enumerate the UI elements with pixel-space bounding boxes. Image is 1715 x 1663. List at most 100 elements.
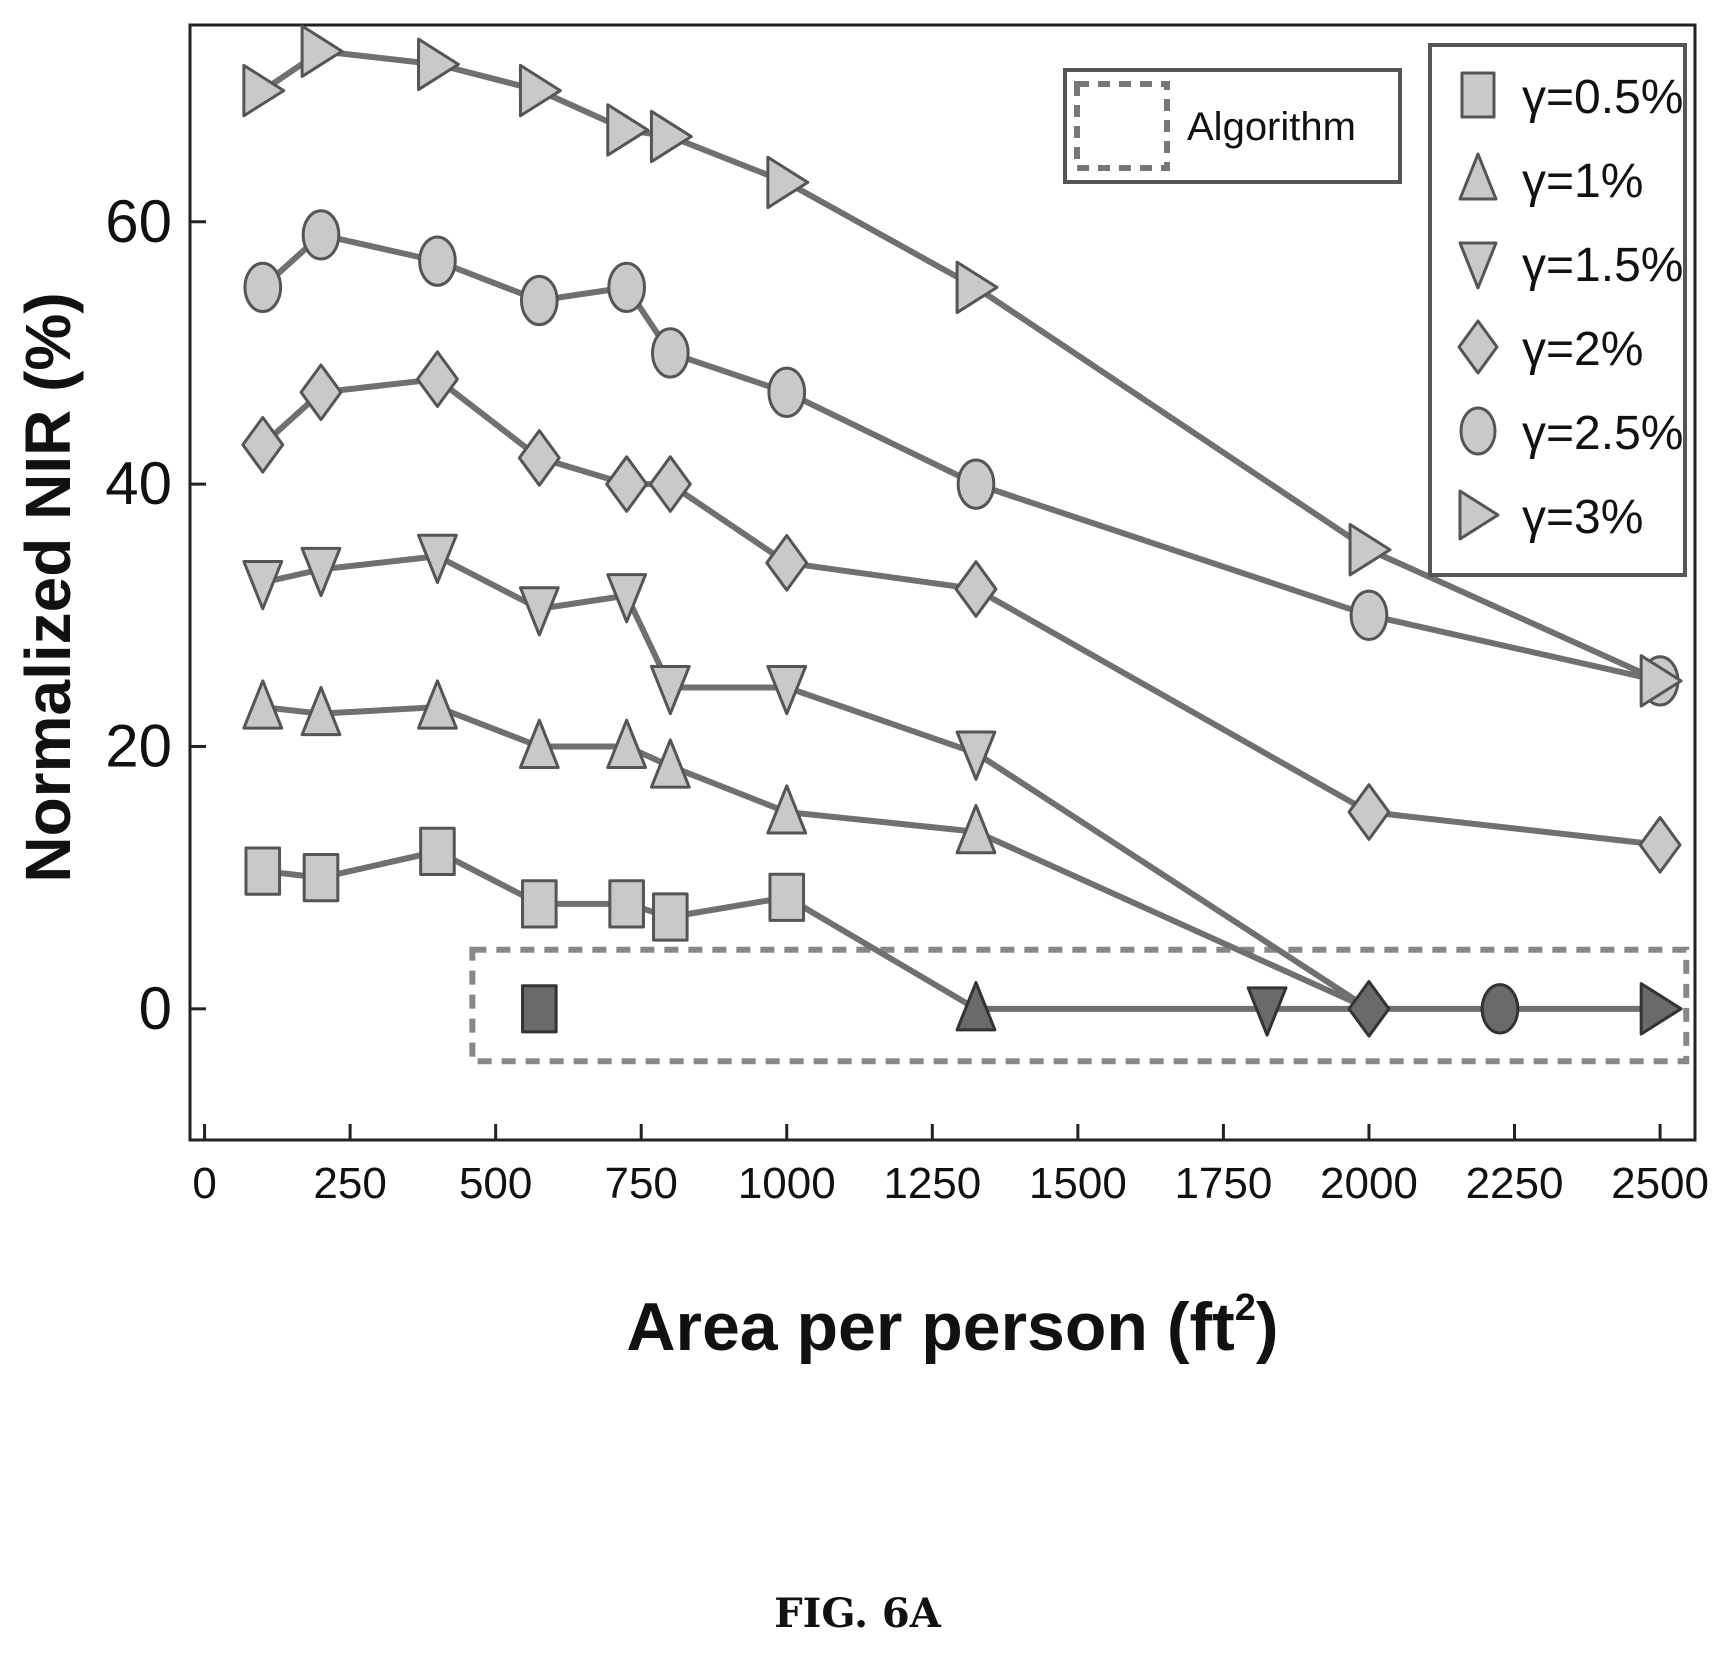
series-markers <box>241 24 1683 1038</box>
series-5-point-1 <box>300 24 344 78</box>
y-tick-label-1: 20 <box>105 712 172 779</box>
plot-border <box>188 23 1697 1142</box>
x-tick-label-1: 250 <box>313 1159 386 1208</box>
series-2-point-5 <box>649 664 691 716</box>
series-5-point-5 <box>649 109 693 164</box>
x-tick-label-0: 0 <box>192 1159 216 1208</box>
x-tick-label-6: 1500 <box>1029 1159 1127 1208</box>
x-tick-label-9: 2250 <box>1466 1159 1564 1208</box>
x-tick-label-7: 1750 <box>1174 1159 1272 1208</box>
x-tick-label-10: 2500 <box>1611 1159 1709 1208</box>
legend-label-4: γ=2.5% <box>1522 407 1683 460</box>
series-4-point-3 <box>519 274 559 327</box>
legend: Algorithm γ=0.5% γ=1% γ=1.5% γ=2% γ=2.5% γ=3% <box>1063 43 1687 577</box>
y-tick-label-2: 40 <box>105 450 172 517</box>
series-4-point-2 <box>418 235 457 287</box>
series-1-point-6 <box>766 784 808 835</box>
legend-marker-5 <box>1458 489 1500 541</box>
series-2-point-2 <box>417 533 458 585</box>
series-lines <box>260 48 1662 1012</box>
series-2-point-4 <box>606 573 648 624</box>
y-tick-label-3: 60 <box>105 188 172 255</box>
series-3-point-2 <box>415 350 459 408</box>
series-1-point-1 <box>300 685 342 737</box>
series-1-point-4 <box>606 718 648 769</box>
algorithm-point-4 <box>1480 983 1520 1035</box>
algorithm-point-0 <box>521 984 558 1034</box>
series-4-point-6 <box>767 366 807 418</box>
series-5-point-3 <box>518 63 562 118</box>
series-4-point-5 <box>650 327 690 379</box>
series-2-point-3 <box>518 586 560 637</box>
series-5-point-8 <box>1348 523 1392 577</box>
series-line-3 <box>260 376 1661 848</box>
x-tick-label-8: 2000 <box>1320 1159 1418 1208</box>
x-tick-label-2: 500 <box>459 1159 532 1208</box>
plot-frame <box>188 23 1697 1142</box>
series-3-point-1 <box>299 363 343 422</box>
series-line-2 <box>262 553 1371 1012</box>
y-axis-label: Normalized NIR (%) <box>12 292 84 882</box>
series-0-point-1 <box>302 853 340 903</box>
algorithm-region <box>469 946 1690 1065</box>
series-4-point-8 <box>1349 589 1389 641</box>
axes: 0 250 500 750 1000 1250 1500 1750 2000 2250 2500 0 2… <box>12 188 1709 1365</box>
legend-label-2: γ=1.5% <box>1522 239 1683 292</box>
series-5-point-9 <box>1639 654 1683 708</box>
series-1-point-3 <box>518 718 560 769</box>
series-line-5 <box>261 48 1662 684</box>
series-3-point-0 <box>241 415 285 474</box>
algorithm-box <box>469 946 1690 1065</box>
legend-label-5: γ=3% <box>1522 491 1643 544</box>
series-2-point-0 <box>242 560 284 611</box>
series-5-point-2 <box>417 37 460 92</box>
series-3-point-9 <box>1638 816 1682 874</box>
x-tick-label-3: 750 <box>604 1159 677 1208</box>
series-1-point-2 <box>417 679 458 730</box>
figure-caption: FIG. 6A <box>774 1590 941 1637</box>
series-5-point-7 <box>955 260 999 315</box>
series-0-point-0 <box>244 846 282 896</box>
legend-marker-0 <box>1460 71 1496 119</box>
series-0-point-4 <box>608 879 645 929</box>
legend-marker-4 <box>1459 406 1497 456</box>
algorithm-legend-box <box>1063 68 1402 184</box>
algorithm-point-2 <box>1246 986 1288 1037</box>
legend-label-1: γ=1% <box>1522 155 1643 208</box>
algorithm-point-3 <box>1347 980 1391 1038</box>
y-tick-label-0: 0 <box>139 975 172 1042</box>
legend-marker-3 <box>1457 319 1499 375</box>
series-3-point-4 <box>605 455 649 513</box>
series-3-point-8 <box>1347 783 1391 841</box>
series-0-point-3 <box>521 879 558 929</box>
series-3-point-7 <box>954 560 998 618</box>
series-5-point-6 <box>766 155 810 210</box>
legend-label-0: γ=0.5% <box>1522 71 1683 124</box>
series-0-point-6 <box>768 872 806 922</box>
series-4-point-0 <box>243 261 283 314</box>
algorithm-point-5 <box>1639 982 1683 1036</box>
series-1-point-5 <box>649 738 691 789</box>
legend-marker-1 <box>1458 152 1498 201</box>
series-0-point-5 <box>652 892 689 942</box>
series-line-0 <box>262 848 978 1012</box>
algorithm-legend-label: Algorithm <box>1187 105 1356 149</box>
series-4-point-7 <box>956 458 996 510</box>
x-axis-label: Area per person (ft2) <box>626 1287 1278 1365</box>
series-0-point-2 <box>419 826 456 877</box>
series-legend-box <box>1428 43 1687 577</box>
legend-label-3: γ=2% <box>1522 323 1643 376</box>
algorithm-legend-swatch <box>1074 81 1170 171</box>
series-3-point-5 <box>648 455 692 513</box>
series-2-point-6 <box>766 664 808 716</box>
series-3-point-3 <box>517 429 561 487</box>
legend-marker-2 <box>1458 241 1498 290</box>
series-4-point-1 <box>301 209 341 261</box>
x-tick-label-4: 1000 <box>738 1159 836 1208</box>
series-2-point-1 <box>300 546 342 598</box>
series-4-point-4 <box>607 261 647 314</box>
series-2-point-7 <box>955 730 997 781</box>
series-5-point-4 <box>606 103 650 157</box>
series-line-4 <box>260 231 1661 684</box>
